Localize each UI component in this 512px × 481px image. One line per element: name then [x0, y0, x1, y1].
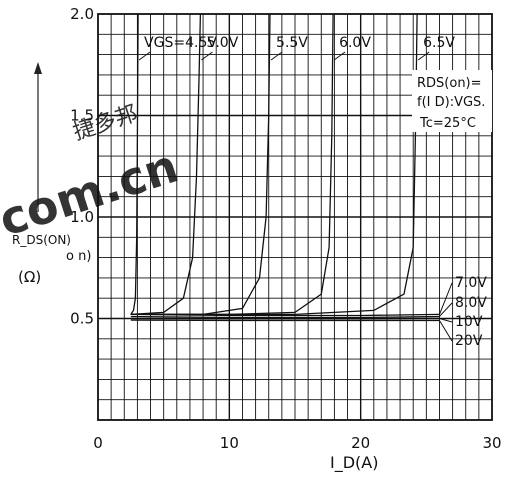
watermark-text: com.cn — [0, 139, 184, 247]
x-tick-label: 0 — [93, 434, 103, 452]
conditions-line-1: RDS(on)= — [417, 76, 482, 91]
y-tick-label: 2.0 — [70, 5, 94, 23]
x-tick-label: 10 — [220, 434, 239, 452]
series-label-pointer — [334, 52, 345, 60]
series-label-pointer — [139, 52, 150, 60]
x-axis-label: I_D(A) — [330, 453, 378, 473]
series-label: 6.0V — [339, 35, 371, 51]
series-label: 20V — [455, 333, 483, 349]
x-tick-label: 30 — [482, 434, 501, 452]
conditions-line-2: f(I D):VGS. — [417, 95, 485, 110]
y-axis-unit: (Ω) — [18, 268, 41, 286]
series-label-pointer — [418, 52, 429, 60]
series-label: 7.0V — [455, 275, 487, 291]
series-label: 8.0V — [455, 295, 487, 311]
y-tick-label: 0.5 — [70, 310, 94, 328]
conditions-line-3: Tc=25°C — [419, 116, 476, 131]
series-label: 5.5V — [276, 35, 308, 51]
x-tick-label: 20 — [351, 434, 370, 452]
series-label: 5.0V — [206, 35, 238, 51]
series-line — [131, 317, 440, 318]
series-label-pointer — [271, 52, 282, 60]
series-label: 10V — [455, 314, 483, 330]
y-axis-label-extra: o n) — [66, 249, 91, 264]
conditions-note: RDS(on)= f(I D):VGS. Tc=25°C — [412, 70, 492, 132]
series-label-pointer — [439, 321, 452, 341]
series-label: 6.5V — [423, 35, 455, 51]
